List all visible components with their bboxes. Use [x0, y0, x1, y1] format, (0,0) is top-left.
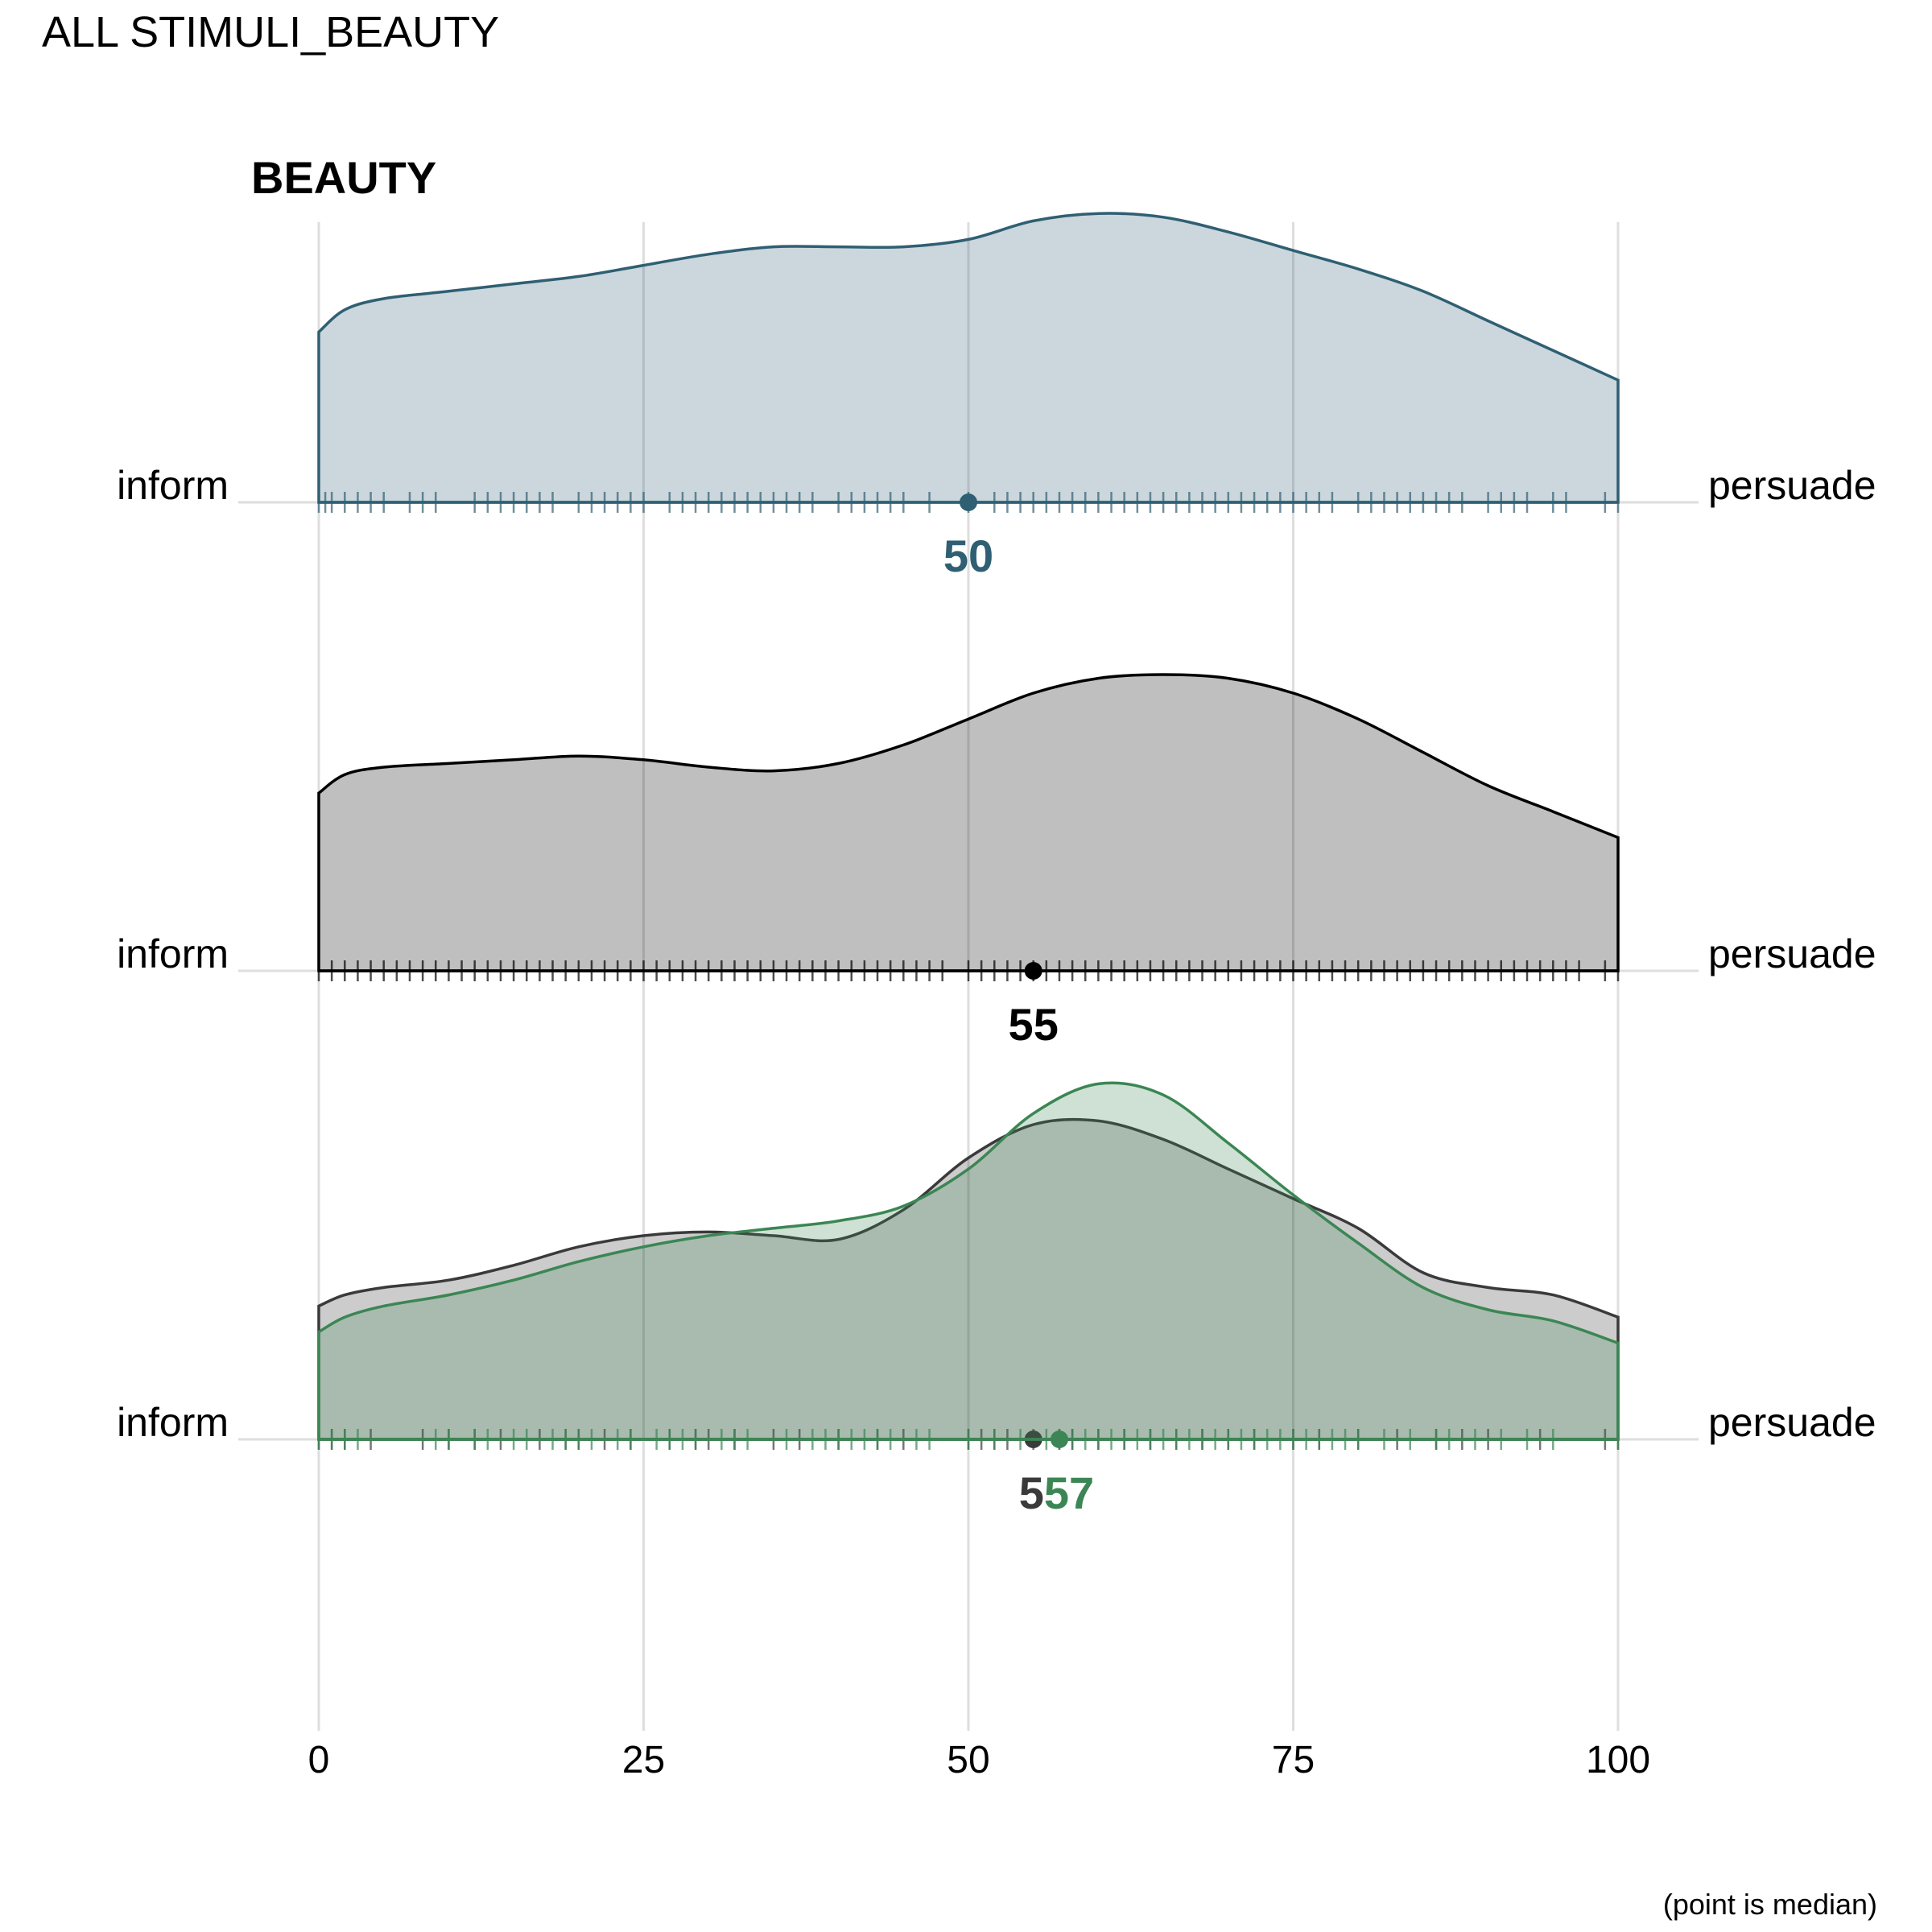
median-label: 55	[1009, 999, 1059, 1050]
x-tick-label: 0	[308, 1739, 330, 1781]
median-label-grey: 5	[1019, 1468, 1044, 1518]
x-axis: 0 25 50 75 100	[308, 1739, 1650, 1781]
left-label-inform: inform	[117, 931, 229, 976]
median-point	[960, 493, 977, 511]
density-curve	[317, 673, 1620, 972]
footnote: (point is median)	[1663, 1888, 1877, 1921]
right-label-persuade: persuade	[1708, 463, 1876, 508]
density-curve	[317, 1081, 1620, 1441]
density-row: inform persuade 55	[117, 673, 1876, 1050]
density-curve	[317, 212, 1620, 504]
rug-ticks	[317, 1429, 1620, 1450]
density-curve	[317, 1117, 1620, 1441]
x-tick-label: 100	[1586, 1739, 1650, 1781]
x-tick-label: 25	[622, 1739, 665, 1781]
right-label-persuade: persuade	[1708, 931, 1876, 976]
right-label-persuade: persuade	[1708, 1400, 1876, 1445]
density-row: inform persuade 50	[117, 212, 1876, 581]
median-label-green: 57	[1044, 1468, 1094, 1518]
x-tick-label: 75	[1272, 1739, 1315, 1781]
chart-title: BEAUTY	[251, 152, 436, 203]
rug-ticks	[317, 492, 1620, 513]
median-point	[1050, 1430, 1068, 1448]
left-label-inform: inform	[117, 1400, 229, 1445]
density-row: inform persuade 557	[117, 1081, 1876, 1518]
density-rows: inform persuade 50 inform persuade 55 inform pe…	[117, 212, 1876, 1518]
median-label: 50	[943, 530, 993, 581]
rug-ticks	[317, 960, 1620, 981]
page-title: ALL STIMULI_BEAUTY	[42, 8, 499, 56]
median-point	[1024, 962, 1042, 980]
left-label-inform: inform	[117, 463, 229, 508]
x-tick-label: 50	[947, 1739, 989, 1781]
median-label: 557	[1019, 1468, 1094, 1518]
